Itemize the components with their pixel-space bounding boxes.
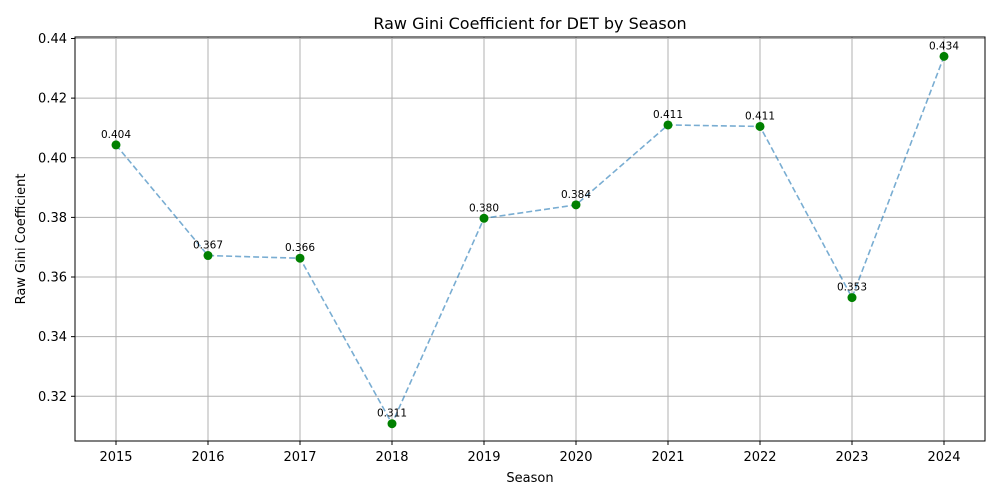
tick-layer: 2015 2016 2017 2018 2019 2020 2021 2022 2023 2024… [38, 32, 961, 465]
x-tick-label: 2024 [927, 450, 960, 465]
y-tick-label: 0.44 [38, 32, 67, 47]
data-point [111, 140, 121, 150]
data-point [755, 121, 765, 131]
y-tick-label: 0.42 [38, 92, 67, 107]
data-label: 0.380 [469, 202, 499, 214]
x-tick-label: 2015 [99, 450, 132, 465]
y-tick-label: 0.40 [38, 151, 67, 166]
data-point [203, 251, 213, 261]
chart-title: Raw Gini Coefficient for DET by Season [373, 14, 686, 33]
x-axis-label: Season [506, 471, 553, 486]
x-tick-label: 2020 [559, 450, 592, 465]
plot-frame [74, 36, 986, 442]
series-line [115, 56, 945, 426]
data-point [663, 120, 673, 130]
data-label: 0.366 [285, 242, 315, 254]
x-tick-label: 2016 [191, 450, 224, 465]
data-point [479, 213, 489, 223]
y-tick-label: 0.32 [38, 390, 67, 405]
grid-layer [75, 37, 985, 441]
data-point [571, 200, 581, 210]
x-tick-label: 2017 [283, 450, 316, 465]
x-tick-label: 2019 [467, 450, 500, 465]
data-label: 0.367 [193, 240, 223, 252]
data-label: 0.411 [745, 110, 775, 122]
data-point [295, 253, 305, 263]
x-tick-label: 2022 [743, 450, 776, 465]
x-tick-label: 2023 [835, 450, 868, 465]
data-point [387, 419, 397, 429]
data-label: 0.434 [929, 40, 959, 52]
x-tick-label: 2018 [375, 450, 408, 465]
data-point [847, 293, 857, 303]
y-tick-label: 0.36 [38, 271, 67, 286]
data-label: 0.384 [561, 189, 591, 201]
x-tick-label: 2021 [651, 450, 684, 465]
data-label: 0.411 [653, 109, 683, 121]
data-point [939, 51, 949, 61]
y-tick-label: 0.34 [38, 330, 67, 345]
data-label: 0.311 [377, 408, 407, 420]
data-label: 0.353 [837, 282, 867, 294]
y-tick-label: 0.38 [38, 211, 67, 226]
y-axis-label: Raw Gini Coefficient [14, 174, 29, 305]
data-label: 0.404 [101, 129, 131, 141]
series-layer: 0.404 0.367 0.366 0.311 0.380 0.384 0.411 0.411… [101, 40, 959, 429]
